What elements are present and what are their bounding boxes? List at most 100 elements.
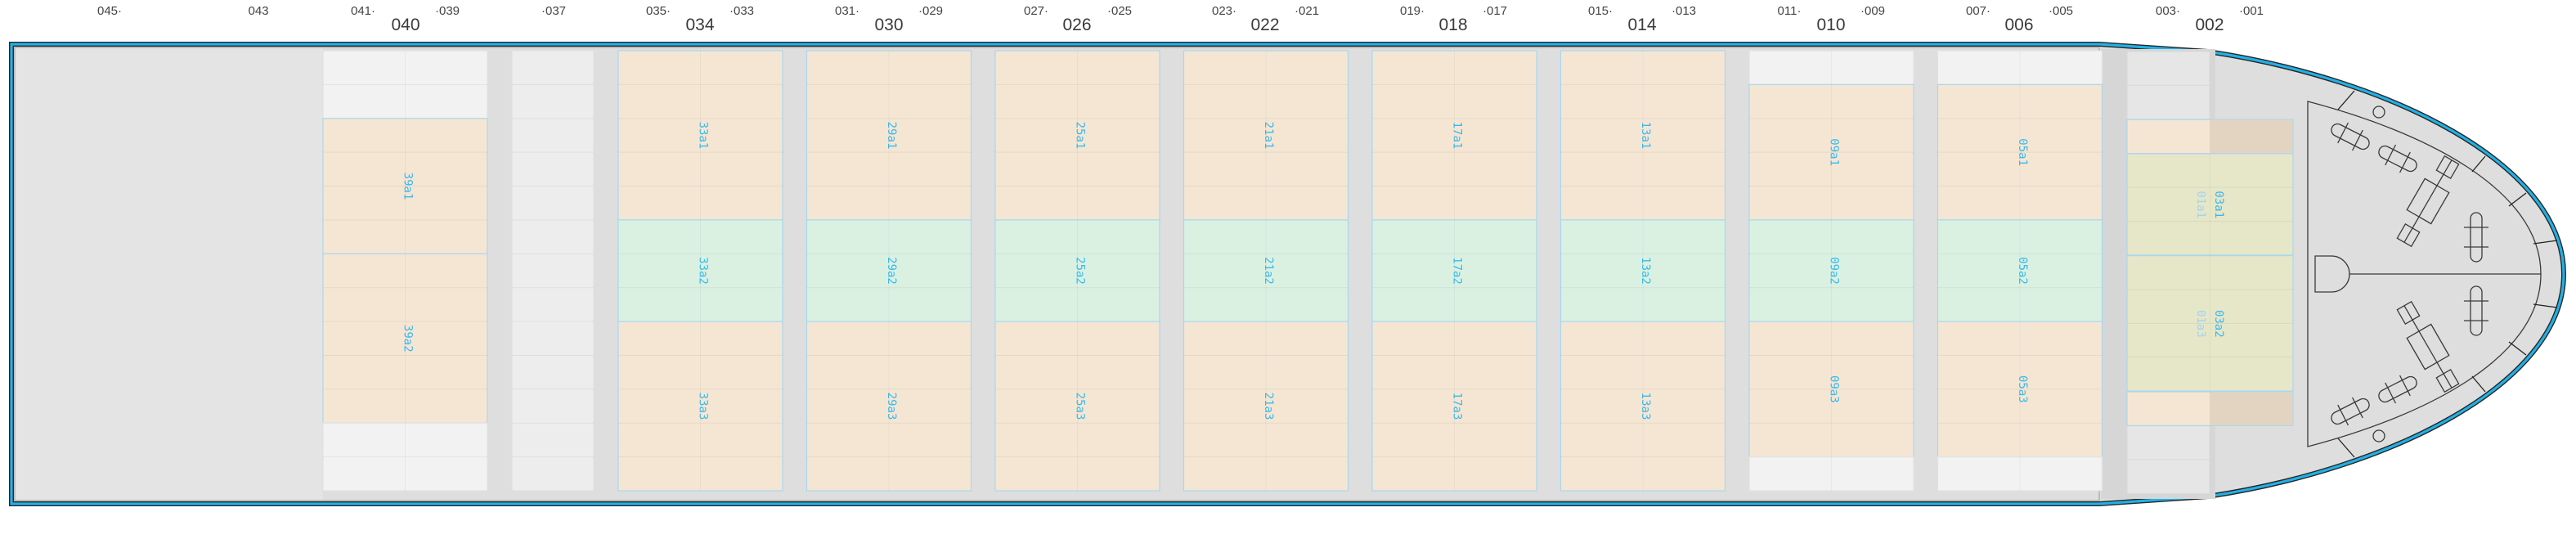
slot-block[interactable] bbox=[617, 50, 783, 221]
frame-label: 043 bbox=[248, 4, 268, 18]
mooring-chock-icon bbox=[2464, 285, 2488, 336]
bulwark-tick bbox=[2508, 192, 2527, 207]
bulwark-tick bbox=[2471, 155, 2486, 173]
slot-label: 17a3 bbox=[1451, 393, 1464, 420]
frame-label: ·001 bbox=[2239, 4, 2264, 18]
hold-bay-037 bbox=[511, 50, 595, 492]
bulwark-tick bbox=[2533, 303, 2558, 308]
bay-label: 030 bbox=[874, 16, 903, 34]
bulwark-tick bbox=[2337, 438, 2355, 458]
slot-block[interactable] bbox=[1936, 456, 2103, 492]
slot-label: 33a2 bbox=[697, 257, 710, 285]
slot-block[interactable] bbox=[994, 321, 1160, 492]
hold-bay-040: 39a1 39a2 bbox=[322, 50, 488, 492]
slot-block[interactable] bbox=[806, 321, 972, 492]
slot-label: 09a1 bbox=[1828, 138, 1841, 166]
slot-block[interactable] bbox=[1936, 321, 2103, 458]
slot-label: 21a2 bbox=[1262, 257, 1275, 285]
stern-deck-area bbox=[15, 47, 323, 501]
slot-shaded bbox=[2210, 119, 2293, 154]
slot-block[interactable] bbox=[1936, 83, 2103, 221]
hold-bay-006: 05a1 05a2 05a3 bbox=[1936, 50, 2103, 492]
frame-label: 011· bbox=[1778, 4, 1802, 18]
slot-block[interactable] bbox=[994, 50, 1160, 221]
slot-block[interactable] bbox=[322, 50, 488, 119]
slot-block[interactable] bbox=[1748, 50, 1914, 85]
hull-outline-color bbox=[10, 43, 2565, 505]
slot-block[interactable] bbox=[322, 253, 488, 424]
hold-bay-022: 21a1 21a2 21a3 bbox=[1183, 50, 1349, 492]
slot-label: 29a1 bbox=[885, 122, 898, 150]
frame-label: ·037 bbox=[541, 4, 566, 18]
slot-label-overlap: 01a3 bbox=[2194, 310, 2207, 338]
frame-label: 035· bbox=[646, 4, 671, 18]
frame-label: ·021 bbox=[1295, 4, 1319, 18]
slot-label: 13a3 bbox=[1639, 393, 1652, 420]
slot-block[interactable] bbox=[806, 50, 972, 221]
slot-block[interactable] bbox=[1560, 321, 1726, 492]
slot-block[interactable] bbox=[1560, 50, 1726, 221]
hold-bay-010: 09a1 09a2 09a3 bbox=[1748, 50, 1914, 492]
frame-label: ·033 bbox=[729, 4, 754, 18]
hold-bay-034: 33a1 33a2 33a3 bbox=[617, 50, 783, 492]
slot-block[interactable] bbox=[1936, 50, 2103, 85]
slot-label: 39a2 bbox=[402, 325, 415, 353]
slot-block[interactable] bbox=[1183, 219, 1349, 322]
slot-block[interactable] bbox=[1371, 321, 1537, 492]
frame-label: ·005 bbox=[2049, 4, 2073, 18]
slot-block[interactable] bbox=[1560, 219, 1726, 322]
slot-block[interactable] bbox=[322, 422, 488, 492]
slot-label: 29a3 bbox=[885, 393, 898, 420]
slot-block[interactable] bbox=[1748, 321, 1914, 458]
slot-block[interactable] bbox=[2126, 255, 2294, 392]
slot-block[interactable] bbox=[1936, 219, 2103, 322]
slot-label: 21a3 bbox=[1262, 393, 1275, 420]
slot-label: 03a2 bbox=[2212, 310, 2225, 338]
bulwark-tick bbox=[2337, 90, 2355, 110]
slot-block[interactable] bbox=[1748, 83, 1914, 221]
frame-label: 015· bbox=[1588, 4, 1613, 18]
mooring-chock-icon bbox=[2464, 212, 2488, 263]
frame-label: ·029 bbox=[918, 4, 943, 18]
bay-label: 034 bbox=[685, 16, 714, 34]
frame-label: 027· bbox=[1024, 4, 1048, 18]
slot-label: 25a1 bbox=[1074, 122, 1087, 150]
slot-label: 21a1 bbox=[1262, 122, 1275, 150]
breakwater-icon bbox=[2314, 255, 2350, 293]
slot-label: 05a1 bbox=[2016, 138, 2029, 166]
hold-bay-018: 17a1 17a2 17a3 bbox=[1371, 50, 1537, 492]
slot-block[interactable] bbox=[2126, 153, 2294, 256]
slot-block[interactable] bbox=[806, 219, 972, 322]
slot-label: 17a1 bbox=[1451, 122, 1464, 150]
forecastle-deck bbox=[2307, 90, 2558, 458]
slot-label: 09a2 bbox=[1828, 257, 1841, 285]
slot-label: 03a1 bbox=[2212, 191, 2225, 218]
bay-label: 014 bbox=[1627, 16, 1656, 34]
slot-block[interactable] bbox=[2126, 424, 2210, 494]
frame-label: 019· bbox=[1400, 4, 1425, 18]
hold-bay-002: 01a1 03a1 01a3 03a2 bbox=[2126, 51, 2294, 494]
slot-label: 33a3 bbox=[697, 393, 710, 420]
slot-block[interactable] bbox=[511, 50, 595, 492]
slot-block[interactable] bbox=[1371, 219, 1537, 322]
frame-label: ·009 bbox=[1860, 4, 1885, 18]
frame-label: 031· bbox=[835, 4, 859, 18]
slot-block[interactable] bbox=[994, 219, 1160, 322]
slot-block[interactable] bbox=[1748, 219, 1914, 322]
frame-label: 041· bbox=[351, 4, 375, 18]
hawse-pipe-icon bbox=[2372, 429, 2385, 442]
slot-block[interactable] bbox=[617, 219, 783, 322]
slot-block[interactable] bbox=[617, 321, 783, 492]
bulwark-tick bbox=[2533, 240, 2558, 245]
slot-label: 33a1 bbox=[697, 122, 710, 150]
slot-block[interactable] bbox=[1183, 321, 1349, 492]
bay-label: 006 bbox=[2004, 16, 2033, 34]
slot-block[interactable] bbox=[1748, 456, 1914, 492]
slot-block[interactable] bbox=[322, 118, 488, 254]
hold-bay-014: 13a1 13a2 13a3 bbox=[1560, 50, 1726, 492]
hawse-pipe-icon bbox=[2372, 106, 2385, 119]
cargo-holds: 39a1 39a2 33a1 33a2 33a3 29a1 29a2 29a3 25a1 25a2… bbox=[322, 50, 2294, 494]
frame-ruler: 045· 043 041· ·039 ·037 035· ·033 031· ·029 027· ·… bbox=[97, 4, 2264, 34]
bulwark-tick bbox=[2508, 341, 2527, 356]
